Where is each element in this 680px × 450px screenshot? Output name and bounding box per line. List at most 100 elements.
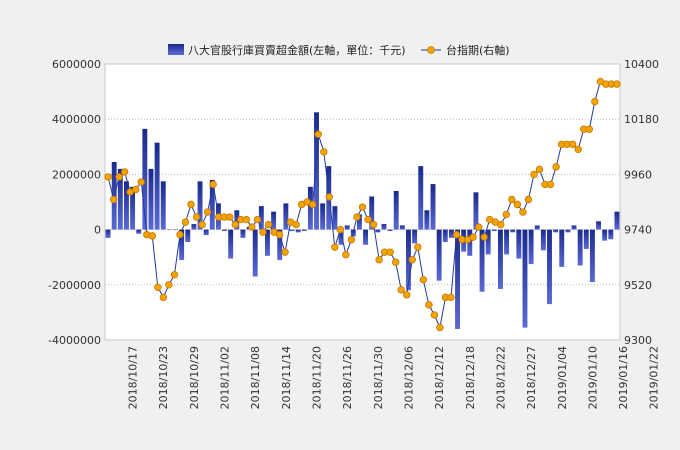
bar	[442, 229, 448, 243]
bar	[467, 229, 473, 256]
bar	[265, 229, 270, 256]
bar	[222, 229, 228, 231]
line-point	[530, 170, 538, 179]
line-point	[469, 233, 477, 241]
bar	[406, 229, 411, 291]
right-axis-ticks: 9300 9520 9740 9960 10180 10400	[624, 58, 659, 347]
legend: 八大官股行庫買賣超金額(左軸，單位：千元) 台指期(右軸)	[168, 43, 510, 57]
line-point	[325, 193, 334, 201]
right-tick-label: 9960	[624, 168, 652, 181]
bar	[547, 229, 552, 305]
bar	[301, 229, 307, 231]
plot-area	[104, 63, 621, 341]
bar	[602, 229, 608, 241]
bar	[577, 229, 583, 266]
bar	[105, 229, 111, 238]
line-point	[408, 256, 416, 264]
bar	[412, 229, 418, 244]
left-tick-label: -4000000	[48, 334, 101, 347]
line-point	[508, 195, 516, 204]
x-tick-label: 2018/12/12	[433, 346, 446, 409]
bar	[240, 229, 246, 238]
bar	[320, 203, 326, 230]
bar	[209, 179, 215, 230]
bar	[148, 168, 154, 230]
line-point	[187, 200, 195, 209]
bar	[491, 229, 497, 231]
line-point	[364, 215, 372, 224]
bar	[565, 229, 571, 233]
bar	[179, 229, 185, 260]
line-point	[391, 258, 400, 266]
line-point	[358, 203, 367, 211]
bar	[356, 214, 362, 230]
line-point	[502, 210, 511, 219]
line-point	[497, 220, 505, 229]
line-point	[336, 225, 345, 234]
line-point	[524, 195, 533, 204]
bar	[473, 192, 479, 230]
line-point	[535, 165, 544, 174]
line-point	[425, 301, 433, 309]
x-tick-label: 2019/01/04	[556, 346, 569, 409]
bar	[283, 203, 289, 230]
bar	[534, 225, 540, 230]
line-point	[275, 230, 284, 239]
line-point	[198, 220, 206, 229]
line-point	[480, 233, 488, 241]
legend-line-marker	[427, 46, 435, 54]
right-tick-label: 10400	[624, 58, 659, 71]
bar	[540, 229, 546, 251]
line-point	[176, 230, 184, 239]
bar	[160, 181, 166, 230]
bar	[332, 206, 338, 230]
bar	[448, 229, 454, 238]
bar	[510, 229, 516, 233]
line-point	[414, 243, 422, 251]
bar	[124, 181, 129, 230]
bar	[338, 229, 344, 245]
bar	[295, 229, 301, 233]
legend-bar-label: 八大官股行庫買賣超金額(左軸，單位：千元)	[188, 43, 406, 57]
right-tick-label: 9300	[624, 334, 652, 347]
bar	[553, 229, 559, 233]
bar	[197, 181, 203, 230]
bar	[614, 211, 620, 230]
line-point	[430, 311, 439, 319]
bar	[166, 229, 172, 231]
line-point	[159, 293, 168, 302]
right-tick-label: 10180	[624, 113, 659, 126]
bar	[485, 229, 491, 255]
x-tick-label: 2018/10/23	[157, 346, 170, 409]
line-point	[519, 208, 527, 216]
line-point	[574, 145, 582, 154]
line-point	[292, 220, 300, 229]
line-point	[109, 195, 118, 204]
line-point	[259, 228, 267, 236]
bar	[271, 211, 277, 230]
bar	[344, 225, 350, 230]
line-point	[309, 200, 317, 209]
line-point	[513, 200, 522, 209]
line-point	[248, 223, 256, 231]
line-series	[104, 77, 621, 332]
left-tick-label: 4000000	[52, 113, 101, 126]
line-point	[314, 130, 322, 138]
x-tick-label: 2018/12/27	[525, 346, 538, 409]
right-tick-label: 9520	[624, 279, 652, 292]
line-point	[397, 286, 405, 294]
line-point	[137, 178, 145, 186]
x-tick-label: 2018/11/08	[249, 346, 262, 409]
bar	[142, 128, 148, 230]
line-point	[419, 276, 428, 284]
bar	[608, 229, 614, 240]
x-tick-label: 2018/12/22	[494, 346, 507, 409]
left-tick-label: 2000000	[52, 168, 101, 181]
bar	[516, 229, 522, 259]
bar	[589, 229, 595, 283]
line-point	[447, 293, 455, 302]
line-point	[342, 250, 350, 259]
x-tick-label: 2018/11/20	[311, 346, 324, 409]
bar	[424, 210, 430, 230]
line-point	[347, 235, 356, 244]
